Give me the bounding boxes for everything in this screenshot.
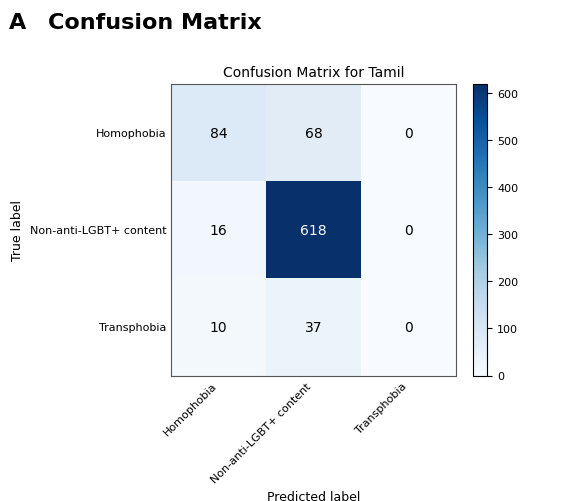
Text: Confusion Matrix: Confusion Matrix [48, 13, 262, 33]
Text: 0: 0 [404, 320, 413, 334]
Text: 68: 68 [304, 127, 323, 141]
Text: 16: 16 [210, 223, 227, 237]
X-axis label: Predicted label: Predicted label [267, 489, 360, 501]
Text: 0: 0 [404, 223, 413, 237]
Text: A: A [9, 13, 26, 33]
Text: 0: 0 [404, 127, 413, 141]
Y-axis label: True label: True label [11, 200, 24, 261]
Text: 84: 84 [210, 127, 227, 141]
Text: 10: 10 [210, 320, 227, 334]
Text: 618: 618 [300, 223, 327, 237]
Title: Confusion Matrix for Tamil: Confusion Matrix for Tamil [223, 66, 404, 80]
Text: 37: 37 [305, 320, 322, 334]
